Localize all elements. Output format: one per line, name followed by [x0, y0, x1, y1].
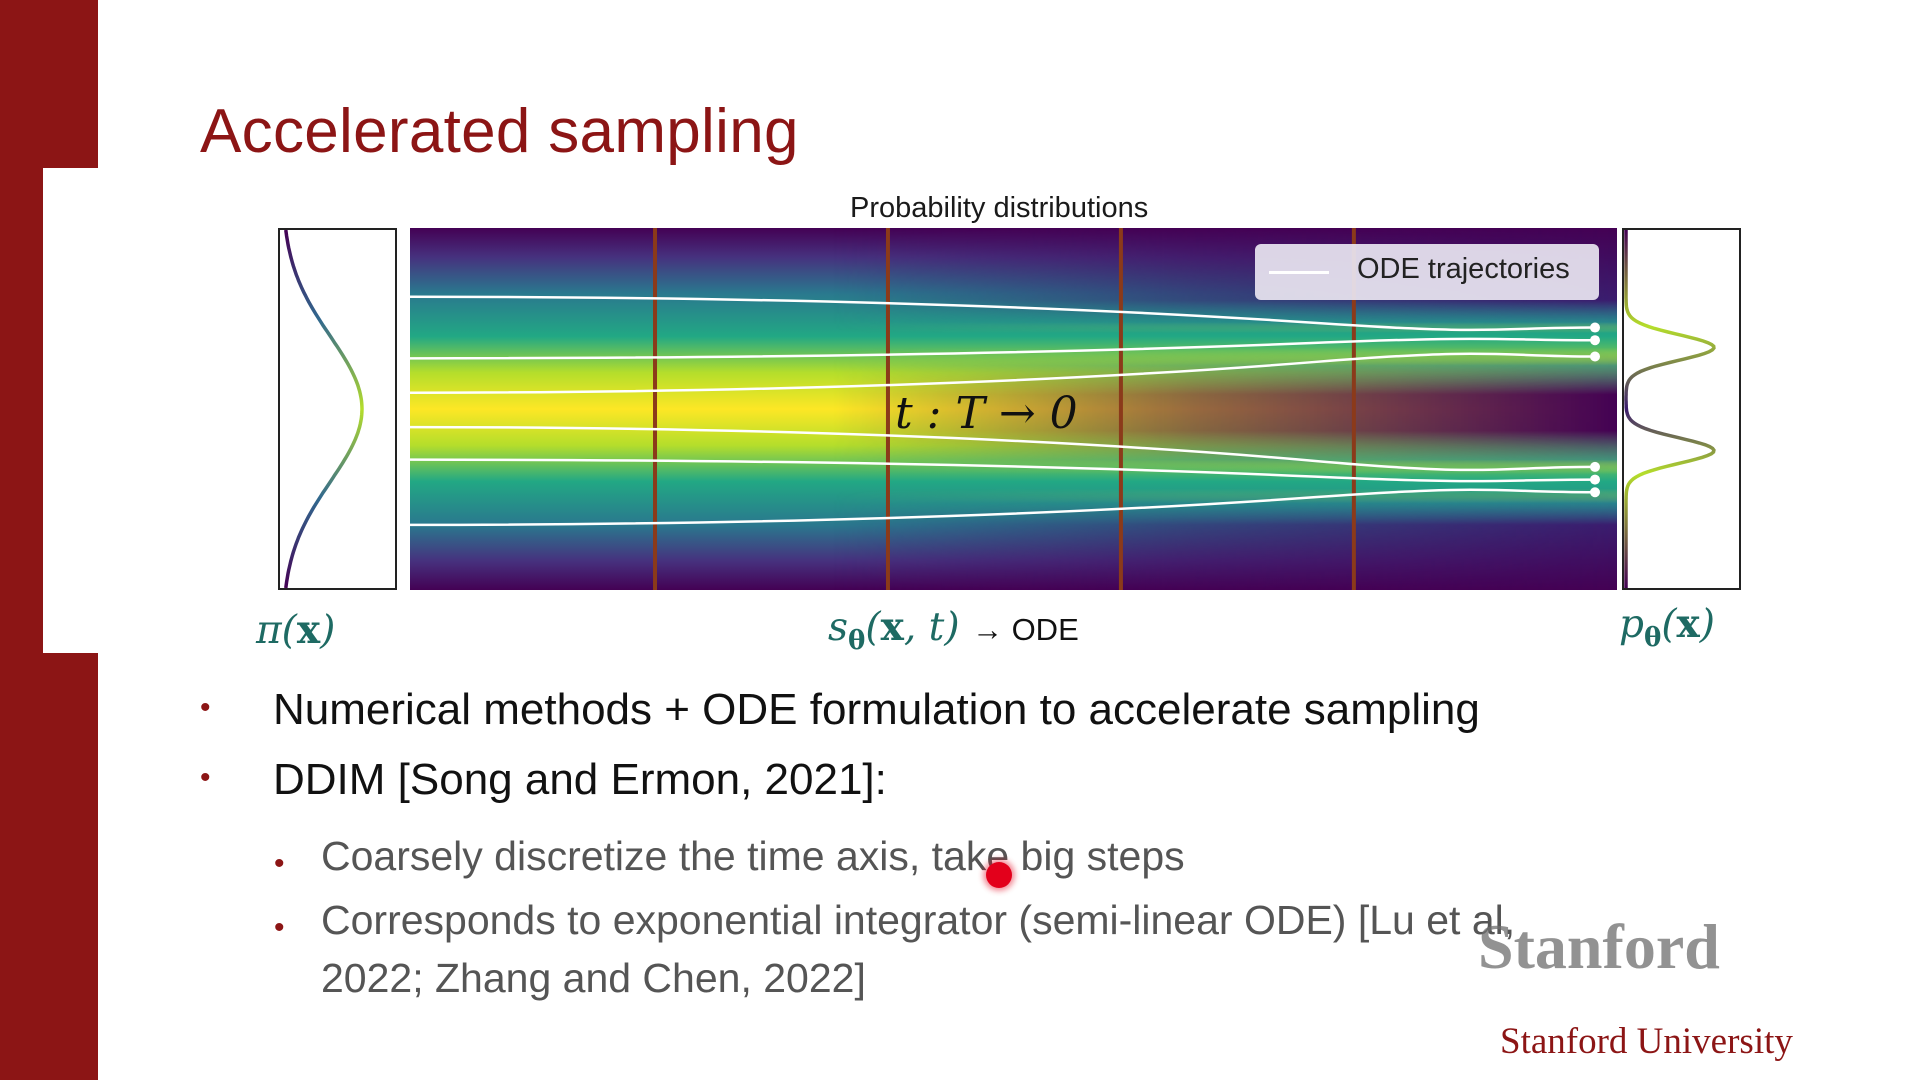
- bullet-icon: •: [274, 911, 285, 944]
- legend-line-swatch: [1269, 271, 1329, 274]
- bullet-item: • DDIM [Song and Ermon, 2021]:: [200, 755, 1760, 825]
- prior-label: π(x): [256, 607, 336, 653]
- score-subscript: θ: [848, 625, 866, 656]
- figure-title: Probability distributions: [850, 192, 1149, 224]
- trajectory-endpoint: [1590, 335, 1600, 346]
- bullet-text: Numerical methods + ODE formulation to a…: [273, 685, 1480, 734]
- score-ode-suffix: → ODE: [971, 612, 1079, 647]
- slide-title: Accelerated sampling: [200, 97, 799, 166]
- trajectory-endpoint: [1590, 487, 1600, 498]
- bullet-icon: •: [200, 691, 211, 724]
- score-label: sθ(x, t) → ODE: [828, 604, 1079, 656]
- ode-trajectory: [410, 337, 1596, 360]
- bullet-list: • Numerical methods + ODE formulation to …: [200, 685, 1760, 1013]
- output-distribution-panel: [1622, 228, 1741, 590]
- prior-distribution-panel: [278, 228, 397, 590]
- time-annotation: t : T → 0: [895, 388, 1078, 439]
- sub-bullet-text: Coarsely discretize the time axis, take …: [321, 833, 1185, 879]
- sub-bullet-text: Corresponds to exponential integrator (s…: [321, 897, 1516, 1001]
- ode-trajectory: [410, 488, 1596, 527]
- trajectory-endpoint: [1590, 322, 1600, 333]
- ode-trajectory: [410, 352, 1596, 394]
- brand-bar-middle: [0, 168, 43, 653]
- score-arg-t: t: [928, 605, 945, 650]
- prior-arg: x: [296, 607, 321, 653]
- bullet-icon: •: [274, 847, 285, 880]
- output-subscript: θ: [1643, 622, 1662, 653]
- brand-bar-bottom: [0, 653, 98, 1080]
- output-label: pθ(x): [1619, 601, 1716, 653]
- output-symbol: p: [1619, 602, 1644, 647]
- brand-bar-top: [0, 0, 98, 168]
- ode-trajectory: [410, 425, 1596, 472]
- output-arg: x: [1676, 601, 1700, 647]
- laser-pointer-dot: [986, 862, 1012, 888]
- ode-trajectory: [410, 295, 1596, 332]
- score-symbol: s: [828, 605, 849, 650]
- stanford-watermark: Stanford: [1478, 911, 1720, 982]
- score-arg-x: x: [880, 604, 904, 650]
- output-density-curve: [1624, 230, 1716, 588]
- legend-label: ODE trajectories: [1357, 253, 1570, 285]
- ode-trajectory: [410, 458, 1596, 483]
- stanford-university-logo: Stanford University: [1500, 1021, 1793, 1062]
- bullet-text: DDIM [Song and Ermon, 2021]:: [273, 755, 887, 804]
- chart-legend: ODE trajectories: [1255, 244, 1599, 300]
- trajectory-endpoint: [1590, 461, 1600, 472]
- sub-bullet-item: • Corresponds to exponential integrator (…: [200, 891, 1521, 1007]
- sub-bullet-item: • Coarsely discretize the time axis, take…: [200, 827, 1760, 885]
- bullet-item: • Numerical methods + ODE formulation to …: [200, 685, 1760, 755]
- prior-density-curve: [284, 229, 364, 589]
- trajectory-endpoint: [1590, 474, 1600, 485]
- prior-symbol: π: [256, 608, 282, 653]
- bullet-icon: •: [200, 761, 211, 794]
- trajectory-endpoint: [1590, 351, 1600, 362]
